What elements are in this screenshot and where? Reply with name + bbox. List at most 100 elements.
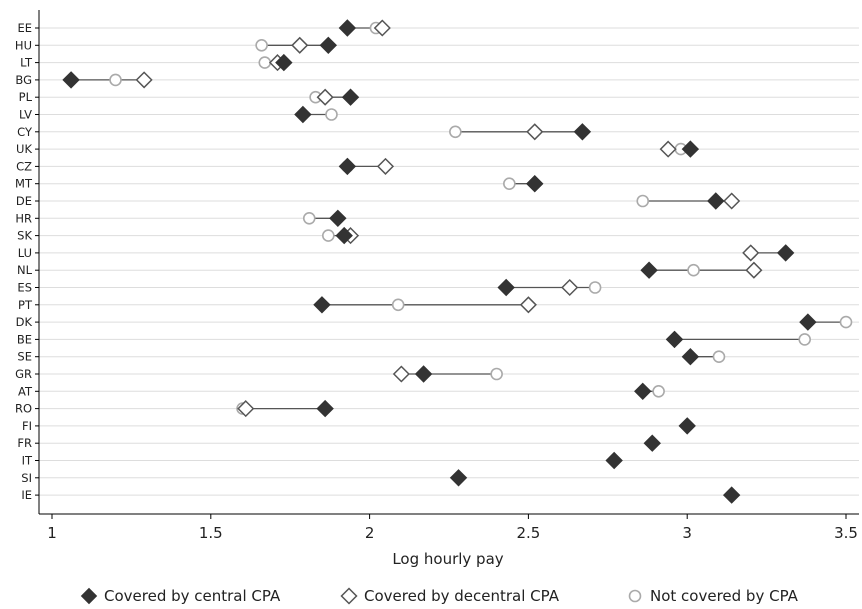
legend-label-central: Covered by central CPA — [104, 587, 281, 605]
y-tick-label-gr: GR — [15, 367, 32, 381]
y-tick-label-lt: LT — [20, 56, 33, 70]
point-central-be — [665, 330, 684, 349]
point-central-at — [634, 382, 652, 401]
point-central-ee — [338, 19, 357, 37]
y-tick-label-ie: IE — [21, 488, 32, 502]
point-not-covered-sk — [322, 229, 335, 242]
y-tick-label-sk: SK — [17, 229, 32, 243]
point-central-hr — [329, 209, 347, 228]
y-tick-label-hr: HR — [15, 211, 32, 225]
point-not-covered-de — [636, 194, 650, 208]
point-central-de — [707, 192, 725, 210]
legend-marker-central — [80, 587, 98, 605]
point-central-es — [497, 278, 515, 297]
point-decentral-cy — [526, 123, 544, 141]
y-tick-label-ee: EE — [17, 21, 32, 35]
y-tick-label-ro: RO — [15, 402, 32, 416]
y-tick-label-pl: PL — [19, 90, 33, 104]
legend-item-decentral: Covered by decentral CPA — [340, 587, 560, 605]
point-central-it — [605, 451, 623, 470]
point-central-pl — [341, 88, 360, 106]
point-central-fi — [678, 417, 696, 435]
point-decentral-pt — [519, 296, 537, 314]
point-decentral-hu — [291, 36, 309, 54]
point-decentral-de — [723, 192, 741, 210]
y-tick-label-be: BE — [17, 332, 32, 346]
x-axis-label: Log hourly pay — [392, 550, 503, 568]
y-tick-label-it: IT — [22, 454, 33, 468]
legend-marker-decentral — [340, 587, 358, 605]
point-decentral-bg — [135, 71, 153, 89]
y-tick-label-nl: NL — [17, 263, 33, 277]
y-tick-label-lu: LU — [18, 246, 32, 260]
point-not-covered-mt — [503, 177, 516, 190]
legend-item-central: Covered by central CPA — [80, 587, 281, 605]
x-tick-label-3: 2.5 — [516, 524, 540, 542]
point-central-bg — [62, 71, 80, 89]
point-decentral-uk — [659, 140, 677, 158]
point-decentral-gr — [392, 365, 410, 383]
point-central-cy — [573, 123, 592, 141]
point-decentral-pl — [316, 88, 334, 106]
y-tick-label-hu: HU — [15, 38, 32, 52]
y-tick-label-fr: FR — [17, 436, 32, 450]
y-tick-label-lv: LV — [19, 108, 32, 122]
point-not-covered-hr — [302, 212, 316, 225]
y-tick-label-si: SI — [21, 471, 32, 485]
y-tick-label-es: ES — [17, 281, 32, 295]
point-not-covered-at — [652, 384, 665, 398]
point-not-covered-lt — [258, 56, 272, 69]
y-tick-label-se: SE — [17, 350, 32, 364]
y-tick-label-fi: FI — [22, 419, 32, 433]
point-decentral-es — [561, 278, 579, 297]
point-central-nl — [640, 261, 658, 279]
point-central-uk — [681, 140, 700, 158]
point-decentral-ee — [373, 19, 391, 37]
point-decentral-nl — [745, 261, 763, 279]
point-central-ie — [722, 486, 741, 504]
y-tick-label-mt: MT — [15, 177, 33, 191]
point-central-ro — [316, 399, 334, 418]
point-decentral-lu — [742, 244, 760, 262]
legend-label-not-covered: Not covered by CPA — [650, 587, 799, 605]
y-tick-label-pt: PT — [18, 298, 33, 312]
point-decentral-cz — [376, 157, 395, 175]
x-tick-label-4: 3 — [682, 524, 692, 542]
point-central-pt — [313, 296, 331, 314]
legend: Covered by central CPA Covered by decentr… — [80, 587, 799, 605]
y-tick-label-at: AT — [18, 384, 33, 398]
point-central-sk — [335, 226, 353, 245]
point-central-lu — [776, 244, 795, 262]
point-not-covered-bg — [109, 73, 122, 87]
point-central-lt — [275, 53, 293, 72]
point-central-cz — [338, 157, 357, 176]
point-central-lv — [294, 105, 312, 124]
point-not-covered-lv — [325, 108, 338, 121]
point-central-hu — [319, 36, 338, 55]
y-tick-label-de: DE — [16, 194, 32, 208]
point-not-covered-pt — [391, 298, 405, 312]
x-tick-label-1: 1.5 — [199, 524, 223, 542]
point-not-covered-cy — [449, 125, 462, 139]
point-central-gr — [414, 365, 433, 383]
y-tick-label-dk: DK — [16, 315, 33, 329]
point-not-covered-nl — [687, 263, 700, 277]
y-tick-label-cz: CZ — [16, 159, 32, 173]
point-not-covered-es — [588, 281, 602, 294]
point-central-si — [449, 469, 468, 487]
point-not-covered-hu — [255, 38, 268, 52]
point-not-covered-gr — [490, 367, 503, 381]
data-markers — [62, 19, 853, 504]
point-decentral-ro — [237, 400, 255, 418]
legend-label-decentral: Covered by decentral CPA — [364, 587, 560, 605]
grid-lines — [39, 27, 859, 496]
point-central-mt — [526, 174, 544, 193]
legend-marker-not-covered — [628, 589, 642, 603]
x-tick-label-5: 3.5 — [834, 524, 858, 542]
x-tick-label-0: 1 — [47, 524, 57, 542]
point-not-covered-dk — [839, 315, 853, 329]
y-tick-label-bg: BG — [15, 73, 32, 87]
point-not-covered-se — [712, 350, 726, 364]
point-not-covered-be — [798, 333, 812, 346]
